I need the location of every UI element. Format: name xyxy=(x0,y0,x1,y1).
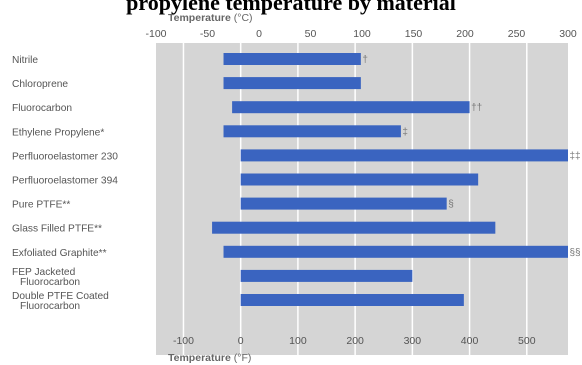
top-tick-label: 250 xyxy=(508,28,526,40)
top-axis-ticks: -100 -50 0 50 100 150 200 250 300 xyxy=(145,28,576,40)
bottom-axis-title: Temperature (°F) xyxy=(168,352,251,364)
category-label: Exfoliated Graphite** xyxy=(12,248,107,259)
category-label: Nitrile xyxy=(12,55,38,66)
chart-title-text: propylene temperature by material xyxy=(126,0,456,15)
category-label: Ethylene Propylene* xyxy=(12,127,104,138)
top-tick-label: -100 xyxy=(145,28,166,40)
top-tick-label: 300 xyxy=(559,28,577,40)
temperature-bar xyxy=(240,173,479,186)
top-tick-label: 100 xyxy=(353,28,371,40)
bar-annotation: †† xyxy=(471,103,482,114)
bottom-tick-label: 500 xyxy=(518,335,536,347)
category-label: Chloroprene xyxy=(12,79,68,90)
category-label: Pure PTFE** xyxy=(12,200,70,211)
top-tick-label: -50 xyxy=(200,28,215,40)
chart-title: propylene temperature by material xyxy=(0,0,582,15)
temperature-bar xyxy=(232,101,470,114)
bottom-tick-label: 0 xyxy=(238,335,244,347)
bar-annotation: § xyxy=(448,199,454,210)
temperature-bar xyxy=(240,197,447,210)
bottom-tick-label: 400 xyxy=(461,335,479,347)
category-label: Glass Filled PTFE** xyxy=(12,224,102,235)
bottom-tick-label: -100 xyxy=(173,335,194,347)
category-label: Fluorocarbon xyxy=(12,103,72,114)
temperature-bar xyxy=(240,294,464,306)
bars: †††‡‡‡§§§ xyxy=(212,53,581,306)
category-label: Perfluoroelastomer 394 xyxy=(12,176,118,187)
top-tick-label: 200 xyxy=(456,28,474,40)
bottom-tick-label: 100 xyxy=(289,335,307,347)
top-tick-label: 150 xyxy=(405,28,423,40)
bar-annotation: † xyxy=(362,55,368,66)
temperature-bar xyxy=(240,269,413,282)
bar-annotation: ‡ xyxy=(402,127,408,138)
bottom-axis-ticks: -100 0 100 200 300 400 500 xyxy=(173,335,536,347)
temperature-bar xyxy=(212,221,496,234)
category-label: Perfluoroelastomer 230 xyxy=(12,151,118,162)
bottom-tick-label: 300 xyxy=(404,335,422,347)
bar-annotation: ‡‡ xyxy=(570,151,581,162)
temperature-bar xyxy=(223,125,401,138)
bar-annotation: §§ xyxy=(570,247,581,258)
top-tick-label: 0 xyxy=(256,28,262,40)
temperature-bar xyxy=(240,149,568,162)
category-label: FEP Jacketed Fluorocarbon xyxy=(12,267,80,288)
temperature-bar xyxy=(223,53,361,65)
category-label: Double PTFE Coated Fluorocarbon xyxy=(12,291,109,312)
category-labels: Nitrile Chloroprene Fluorocarbon Ethylene P… xyxy=(12,55,118,312)
top-tick-label: 50 xyxy=(305,28,317,40)
temperature-bar xyxy=(223,77,361,90)
bottom-tick-label: 200 xyxy=(346,335,364,347)
temperature-bar xyxy=(223,245,568,258)
top-axis-title: Temperature (°C) xyxy=(168,12,253,24)
